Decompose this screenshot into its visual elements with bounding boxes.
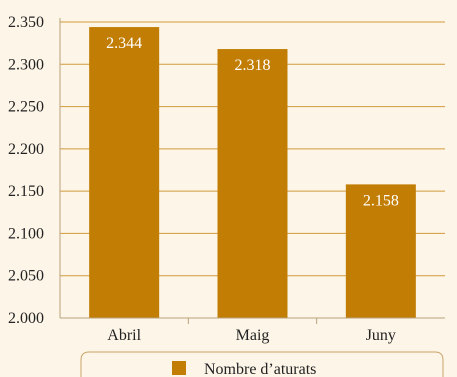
y-tick-label: 2.200	[8, 141, 44, 158]
y-tick-label: 2.150	[8, 183, 44, 200]
bars: 2.344 2.318 2.158	[89, 27, 416, 319]
x-tick-label: Maig	[236, 327, 270, 344]
x-tick-label: Abril	[107, 327, 141, 344]
y-tick-label: 2.100	[8, 225, 44, 242]
legend-label: Nombre d’aturats	[204, 361, 316, 377]
legend-swatch	[172, 361, 186, 375]
data-label: 2.344	[106, 35, 142, 52]
legend-box	[80, 351, 444, 377]
data-label: 2.318	[235, 57, 271, 74]
y-axis: 2.000 2.050 2.100 2.150 2.200 2.250 2.300 2.350	[8, 14, 61, 327]
bar	[89, 27, 160, 319]
x-tick-label: Juny	[366, 327, 396, 344]
bar	[217, 49, 288, 318]
y-tick-label: 2.000	[8, 310, 44, 327]
bar	[345, 184, 416, 318]
legend: Nombre d’aturats	[80, 351, 444, 377]
y-tick-label: 2.250	[8, 99, 44, 116]
x-axis: Abril Maig Juny	[60, 317, 445, 344]
y-tick-label: 2.050	[8, 268, 44, 285]
y-tick-label: 2.300	[8, 56, 44, 73]
y-tick-label: 2.350	[8, 14, 44, 31]
data-label: 2.158	[363, 192, 399, 209]
